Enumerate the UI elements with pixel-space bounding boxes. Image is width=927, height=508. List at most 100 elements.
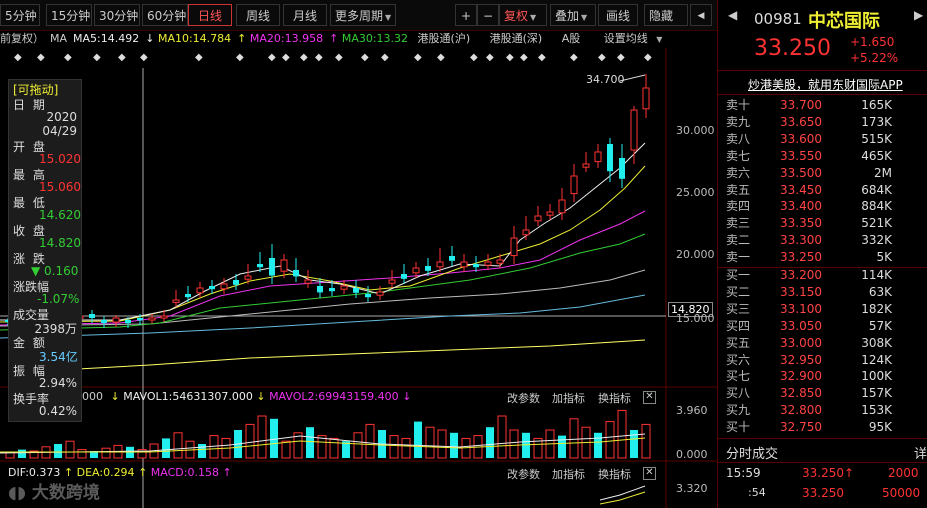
open-label: 开 盘 <box>13 140 47 154</box>
level-volume: 515K <box>861 131 892 146</box>
svg-text:◆: ◆ <box>470 52 478 63</box>
period-15min[interactable]: 15分钟 <box>46 4 92 26</box>
candle-body <box>401 274 407 279</box>
tick-detail-link[interactable]: 详 <box>914 447 927 462</box>
candle-body <box>148 317 156 321</box>
amplitude-label: 振 幅 <box>13 364 47 378</box>
macd-add-indicator-button[interactable]: 加指标 <box>552 468 585 481</box>
more-periods-dropdown[interactable]: 更多周期 ▼ <box>330 4 396 26</box>
volume-bar <box>18 449 26 458</box>
mavol2-value: MAVOL2:69943159.400 <box>269 390 399 403</box>
candle-body <box>196 287 204 294</box>
ask-row[interactable]: 卖八 33.600 515K <box>718 131 927 148</box>
prev-stock-icon[interactable]: ◀ <box>728 8 738 22</box>
level-price: 33.050 <box>780 318 822 333</box>
zoom-out-button[interactable]: − <box>477 4 499 26</box>
tick-volume: 2000 <box>888 466 919 480</box>
ask-book: 卖十 33.700 165K 卖九 33.650 173K 卖八 33.600 515K 卖七 33… <box>718 97 927 267</box>
volume-legend: 000 ↓ MAVOL1:54631307.000 ↓ MAVOL2:69943… <box>0 390 660 406</box>
macd-change-params-button[interactable]: 改参数 <box>507 468 540 481</box>
high-label: 最 高 <box>13 168 47 182</box>
ask-row[interactable]: 卖十 33.700 165K <box>718 97 927 114</box>
svg-text:◆: ◆ <box>520 52 528 63</box>
volume-change-params-button[interactable]: 改参数 <box>507 392 540 405</box>
collapse-arrow-icon[interactable]: ◀ <box>690 4 712 26</box>
bid-row[interactable]: 买五 33.000 308K <box>718 335 927 352</box>
ask-row[interactable]: 卖七 33.550 465K <box>718 148 927 165</box>
ma10-line <box>0 165 646 323</box>
period-weekly[interactable]: 周线 <box>236 4 280 26</box>
ask-row[interactable]: 卖一 33.250 5K <box>718 249 927 266</box>
close-icon[interactable]: ✕ <box>643 467 656 480</box>
period-5min[interactable]: 5分钟 <box>0 4 40 26</box>
level-label: 买七 <box>726 369 751 384</box>
close-label: 收 盘 <box>13 224 47 238</box>
svg-text:◆: ◆ <box>64 52 72 63</box>
zoom-in-button[interactable]: + <box>455 4 477 26</box>
chevron-down-icon: ▼ <box>581 13 588 22</box>
ask-row[interactable]: 卖六 33.500 2M <box>718 165 927 182</box>
overlay-dropdown[interactable]: 叠加 ▼ <box>550 4 596 26</box>
volume-bar <box>605 421 615 459</box>
kline-chart[interactable]: ◆ ◆ ◆ ◆ ◆ ◆ ◆ ◆ ◆ ◆ ◆ ◆ ◆ ◆ ◆ ◆ ◆ ◆ ◆ ◆ ◆ ◆ ◆ ◆ ◆ ◆ 34.700 <box>0 48 717 508</box>
close-icon[interactable]: ✕ <box>643 391 656 404</box>
bid-row[interactable]: 买八 32.850 157K <box>718 385 927 402</box>
bid-row[interactable]: 买六 32.950 124K <box>718 352 927 369</box>
bid-row[interactable]: 买四 33.050 57K <box>718 318 927 335</box>
promo-link[interactable]: 炒港美股，就用东财国际APP <box>748 78 903 92</box>
volume-bar <box>414 421 422 458</box>
level-label: 买八 <box>726 386 751 401</box>
volume-bar <box>425 426 435 459</box>
tick-time: 15:59 <box>726 466 761 480</box>
ask-row[interactable]: 卖三 33.350 521K <box>718 215 927 232</box>
svg-text:◆: ◆ <box>437 52 445 63</box>
chart-toolbar: 5分钟 15分钟 30分钟 60分钟 日线 周线 月线 更多周期 ▼ + − 复权… <box>0 0 717 31</box>
bid-row[interactable]: 买一 33.200 114K <box>718 267 927 284</box>
volume-bar <box>617 409 627 459</box>
candle-body <box>449 256 455 261</box>
period-daily[interactable]: 日线 <box>188 4 232 26</box>
hide-button[interactable]: 隐藏 <box>644 4 688 26</box>
dea-line <box>599 491 646 505</box>
close-value: 14.820 <box>39 236 81 250</box>
ask-row[interactable]: 卖四 33.400 884K <box>718 198 927 215</box>
period-30min[interactable]: 30分钟 <box>94 4 140 26</box>
period-monthly[interactable]: 月线 <box>283 4 327 26</box>
svg-text:◆: ◆ <box>486 52 494 63</box>
level-price: 32.900 <box>780 369 822 384</box>
draw-line-button[interactable]: 画线 <box>598 4 638 26</box>
ask-row[interactable]: 卖二 33.300 332K <box>718 232 927 249</box>
candle-body <box>594 151 602 163</box>
bid-row[interactable]: 买九 32.800 153K <box>718 402 927 419</box>
mavol1-value: MAVOL1:54631307.000 <box>123 390 253 403</box>
adjust-dropdown[interactable]: 复权 ▼ <box>499 4 547 26</box>
period-60min[interactable]: 60分钟 <box>142 4 188 26</box>
ask-row[interactable]: 卖九 33.650 173K <box>718 114 927 131</box>
popup-drag-hint: [可拖动] <box>13 83 59 97</box>
bid-row[interactable]: 买十 32.750 95K <box>718 419 927 436</box>
level-price: 33.600 <box>780 131 822 146</box>
level-price: 33.400 <box>780 199 822 214</box>
high-pointer <box>619 74 646 82</box>
volume-bar <box>245 423 255 459</box>
level-volume: 684K <box>861 182 892 197</box>
a-share-link[interactable]: A股 <box>561 32 581 45</box>
level-price: 32.950 <box>780 352 822 367</box>
bid-row[interactable]: 买三 33.100 182K <box>718 301 927 318</box>
ask-row[interactable]: 卖五 33.450 684K <box>718 182 927 199</box>
next-stock-icon[interactable]: ▶ <box>914 8 924 22</box>
ma20-value: MA20:13.958 <box>249 32 324 45</box>
bid-row[interactable]: 买七 32.900 100K <box>718 368 927 385</box>
hk-connect-sz-link[interactable]: 港股通(深) <box>489 32 543 45</box>
macd-switch-indicator-button[interactable]: 换指标 <box>598 468 631 481</box>
volume-switch-indicator-button[interactable]: 换指标 <box>598 392 631 405</box>
watermark-logo: ◖◗ 大数跨境 <box>8 478 100 503</box>
stock-code: 00981 <box>754 10 802 28</box>
hk-connect-sh-link[interactable]: 港股通(沪) <box>417 32 471 45</box>
volume-add-indicator-button[interactable]: 加指标 <box>552 392 585 405</box>
svg-text:◆: ◆ <box>538 52 546 63</box>
ma-settings-dropdown[interactable]: 设置均线 ▼ <box>604 32 669 45</box>
level-price: 32.850 <box>780 386 822 401</box>
bid-row[interactable]: 买二 33.150 63K <box>718 284 927 301</box>
candle-info-popup[interactable]: [可拖动] 日 期 2020 04/29 开 盘 15.020 最 高 15.0… <box>8 79 82 422</box>
